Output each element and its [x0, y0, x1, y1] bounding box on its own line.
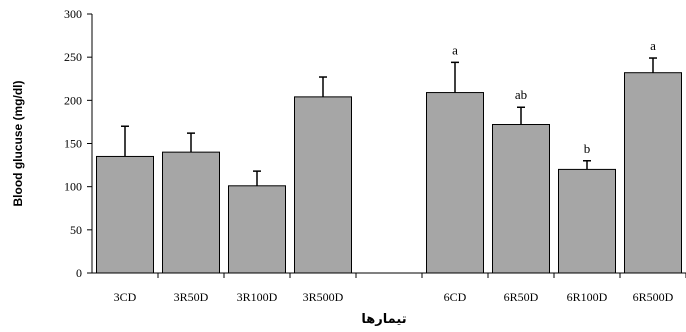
y-axis-label: Blood glucuse (mg/dl) [11, 81, 25, 207]
x-axis-categories: 3CD 3R50D 3R100D 3R500D 6CD 6R50D 6R100D 6R500D [114, 273, 686, 304]
bars [96, 72, 682, 274]
bar [492, 124, 550, 274]
x-category-label: 6R100D [567, 290, 608, 304]
bar [426, 92, 484, 274]
bar [294, 96, 352, 274]
bar-annotations: a ab b a [452, 38, 656, 156]
bar [624, 72, 682, 274]
y-tick-label: 150 [64, 137, 82, 151]
x-category-label: 3R500D [303, 290, 344, 304]
bar [228, 185, 286, 274]
y-tick-label: 50 [70, 223, 82, 237]
x-category-label: 3R50D [174, 290, 209, 304]
x-category-label: 6CD [444, 290, 467, 304]
x-category-label: 3CD [114, 290, 137, 304]
x-axis-label: تیمارها [361, 312, 406, 327]
y-tick-label: 0 [76, 266, 82, 280]
significance-letter: a [452, 42, 458, 57]
y-axis-ticks: 0 50 100 150 200 250 300 [64, 7, 92, 280]
y-tick-label: 250 [64, 50, 82, 64]
x-category-label: 3R100D [237, 290, 278, 304]
y-tick-label: 300 [64, 7, 82, 21]
significance-letter: a [650, 38, 656, 53]
x-category-label: 6R500D [633, 290, 674, 304]
x-category-label: 6R50D [504, 290, 539, 304]
bar [96, 155, 154, 274]
error-bars [121, 57, 657, 186]
significance-letter: ab [515, 87, 527, 102]
y-tick-label: 100 [64, 180, 82, 194]
y-tick-label: 200 [64, 93, 82, 107]
significance-letter: b [584, 141, 591, 156]
bar [558, 168, 616, 274]
bar [162, 151, 220, 274]
